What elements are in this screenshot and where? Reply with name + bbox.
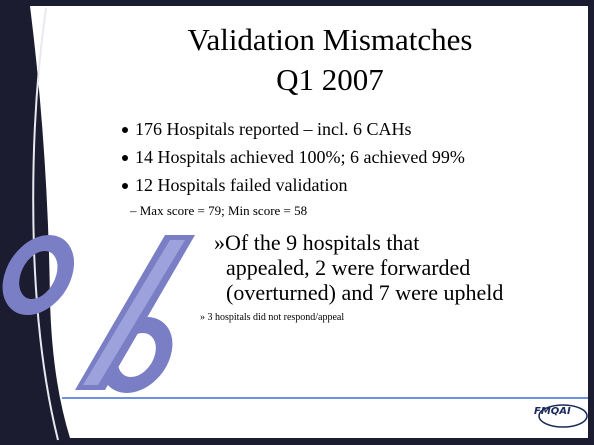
- sub-bullet: – Max score = 79; Min score = 58: [130, 203, 307, 219]
- bullet-marker: [122, 183, 128, 189]
- appeal-line: »Of the 9 hospitals that: [214, 230, 419, 256]
- slide: Validation Mismatches Q1 2007 176 Hospit…: [0, 0, 594, 445]
- appeal-line: appealed, 2 were forwarded: [226, 255, 470, 281]
- bullet: 12 Hospitals failed validation: [135, 175, 347, 196]
- bullet-marker: [122, 155, 128, 161]
- bullet: 176 Hospitals reported – incl. 6 CAHs: [135, 119, 411, 140]
- title-line: Q1 2007: [150, 62, 510, 98]
- bullet: 14 Hospitals achieved 100%; 6 achieved 9…: [135, 147, 465, 168]
- note: » 3 hospitals did not respond/appeal: [200, 312, 344, 323]
- bullet-marker: [122, 127, 128, 133]
- appeal-line: (overturned) and 7 were upheld: [226, 280, 503, 306]
- title-line: Validation Mismatches: [150, 22, 510, 58]
- logo: FMQAI: [534, 406, 571, 417]
